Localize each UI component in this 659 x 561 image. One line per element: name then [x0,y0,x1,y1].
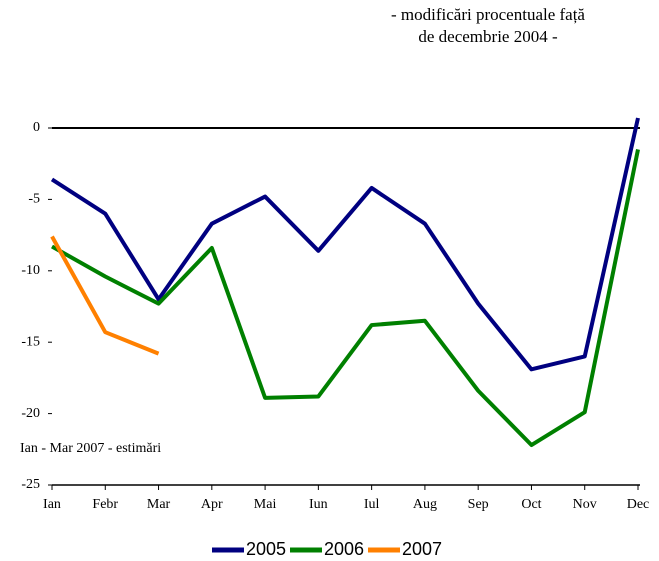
legend-label: 2005 [246,539,286,559]
y-tick-label: 0 [33,120,40,135]
legend-label: 2007 [402,539,442,559]
x-tick-label: Iul [364,497,380,512]
title-line: - modificări procentuale față [391,5,585,24]
y-tick-label: -5 [28,192,40,207]
x-tick-label: Oct [521,497,541,512]
annotation: Ian - Mar 2007 - estimări [20,441,161,456]
x-tick-label: Apr [201,497,223,512]
y-tick-label: -10 [21,263,40,278]
x-tick-label: Iun [309,497,328,512]
x-tick-label: Nov [573,497,597,512]
legend-label: 2006 [324,539,364,559]
x-tick-label: Sep [468,497,489,512]
x-tick-label: Aug [413,497,437,512]
series-line [51,149,640,448]
x-tick-label: Febr [92,497,118,512]
x-tick-label: Mar [147,497,171,512]
y-tick-label: -15 [21,334,40,349]
legend: 2005 2006 2007 [212,539,442,559]
title-line: de decembrie 2004 - [418,27,558,46]
series-line [50,117,640,372]
series-line [50,235,160,356]
y-tick-label: -20 [21,406,40,421]
x-tick-label: Mai [254,497,277,512]
x-tick-label: Ian [43,497,61,512]
x-tick-label: Dec [627,497,650,512]
y-tick-label: -25 [21,477,40,492]
